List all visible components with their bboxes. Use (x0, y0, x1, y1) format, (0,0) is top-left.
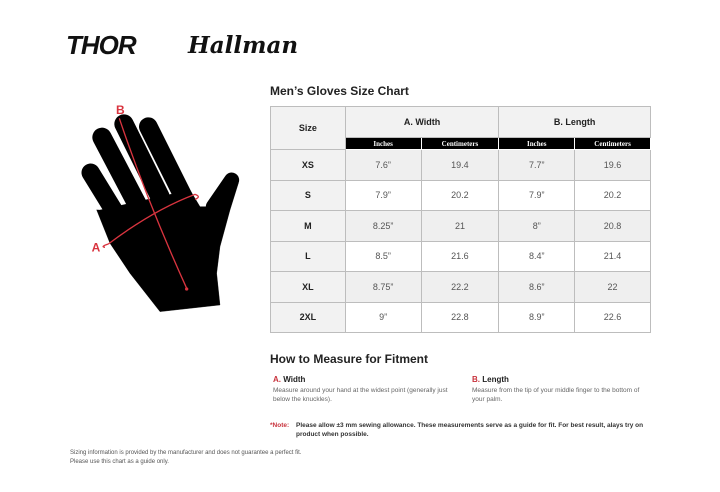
table-row: M 8.25” 21 8” 20.8 (270, 210, 651, 242)
value-cell: 8.9” (498, 301, 576, 333)
value-cell: 8.5” (344, 240, 422, 272)
letter-a: A. (273, 375, 281, 384)
value-cell: 21.6 (420, 240, 500, 272)
value-cell: 7.9” (344, 179, 422, 211)
note-text: Please allow ±3 mm sewing allowance. The… (296, 422, 644, 438)
value-cell: 8.25” (344, 210, 422, 242)
value-cell: 8.4” (498, 240, 576, 272)
value-cell: 22.2 (420, 271, 500, 303)
measure-width-desc: Measure around your hand at the widest p… (273, 387, 448, 403)
value-cell: 22 (574, 271, 651, 303)
value-cell: 7.9” (498, 179, 576, 211)
value-cell: 20.8 (574, 210, 651, 242)
size-cell: 2XL (270, 301, 346, 333)
width-header: A. Width (344, 106, 500, 138)
note: *Note: Please allow ±3 mm sewing allowan… (270, 421, 660, 439)
unit-header: Centimeters (574, 137, 651, 150)
measure-length-desc: Measure from the tip of your middle fing… (472, 387, 640, 403)
measure-heading: How to Measure for Fitment (270, 352, 429, 366)
value-cell: 7.7” (498, 149, 576, 181)
thor-logo: THOR (66, 30, 137, 60)
unit-header: Inches (498, 137, 576, 150)
hand-silhouette (81, 114, 240, 312)
size-header: Size (270, 106, 346, 150)
length-line (118, 118, 188, 289)
value-cell: 19.6 (574, 149, 651, 181)
value-cell: 20.2 (420, 179, 500, 211)
size-cell: XS (270, 149, 346, 181)
unit-header: Inches (344, 137, 422, 150)
footer-disclaimer: Sizing information is provided by the ma… (70, 449, 301, 467)
unit-header: Centimeters (420, 137, 500, 150)
value-cell: 22.6 (574, 301, 651, 333)
size-chart-table: Size A. Width B. Length Inches Centimete… (270, 106, 651, 333)
width-line (102, 193, 199, 248)
footer-line: Sizing information is provided by the ma… (70, 450, 302, 456)
table-row: XS 7.6” 19.4 7.7” 19.6 (270, 149, 651, 181)
label-a: A (92, 241, 101, 255)
length-header: B. Length (498, 106, 651, 138)
size-cell: S (270, 179, 346, 211)
footer-line: Please use this chart as a guide only. (70, 459, 169, 465)
hand-diagram: B A (81, 103, 240, 312)
value-cell: 9” (344, 301, 422, 333)
value-cell: 8.6” (498, 271, 576, 303)
value-cell: 7.6” (344, 149, 422, 181)
note-label: *Note: (270, 422, 290, 429)
measure-width-title: Width (283, 375, 306, 384)
value-cell: 19.4 (420, 149, 500, 181)
value-cell: 22.8 (420, 301, 500, 333)
letter-b: B. (472, 375, 480, 384)
value-cell: 21 (420, 210, 500, 242)
value-cell: 21.4 (574, 240, 651, 272)
size-cell: M (270, 210, 346, 242)
label-b: B (116, 103, 125, 117)
value-cell: 8” (498, 210, 576, 242)
measure-width: A. Width Measure around your hand at the… (273, 375, 453, 404)
value-cell: 20.2 (574, 179, 651, 211)
size-cell: XL (270, 271, 346, 303)
measure-length-title: Length (482, 375, 509, 384)
measure-length: B. Length Measure from the tip of your m… (472, 375, 652, 404)
page-title: Men’s Gloves Size Chart (270, 84, 409, 98)
table-row: L 8.5” 21.6 8.4” 21.4 (270, 240, 651, 272)
value-cell: 8.75” (344, 271, 422, 303)
hallman-logo: Hallman (188, 32, 299, 59)
table-row: 2XL 9” 22.8 8.9” 22.6 (270, 301, 651, 333)
table-row: S 7.9” 20.2 7.9” 20.2 (270, 179, 651, 211)
size-cell: L (270, 240, 346, 272)
table-row: XL 8.75” 22.2 8.6” 22 (270, 271, 651, 303)
